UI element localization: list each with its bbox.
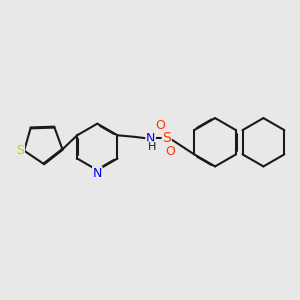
Text: S: S xyxy=(16,144,24,157)
Text: H: H xyxy=(148,142,156,152)
Text: N: N xyxy=(146,132,155,145)
Text: S: S xyxy=(162,131,171,146)
Text: N: N xyxy=(93,167,102,180)
Text: O: O xyxy=(166,145,176,158)
Text: O: O xyxy=(155,119,165,132)
